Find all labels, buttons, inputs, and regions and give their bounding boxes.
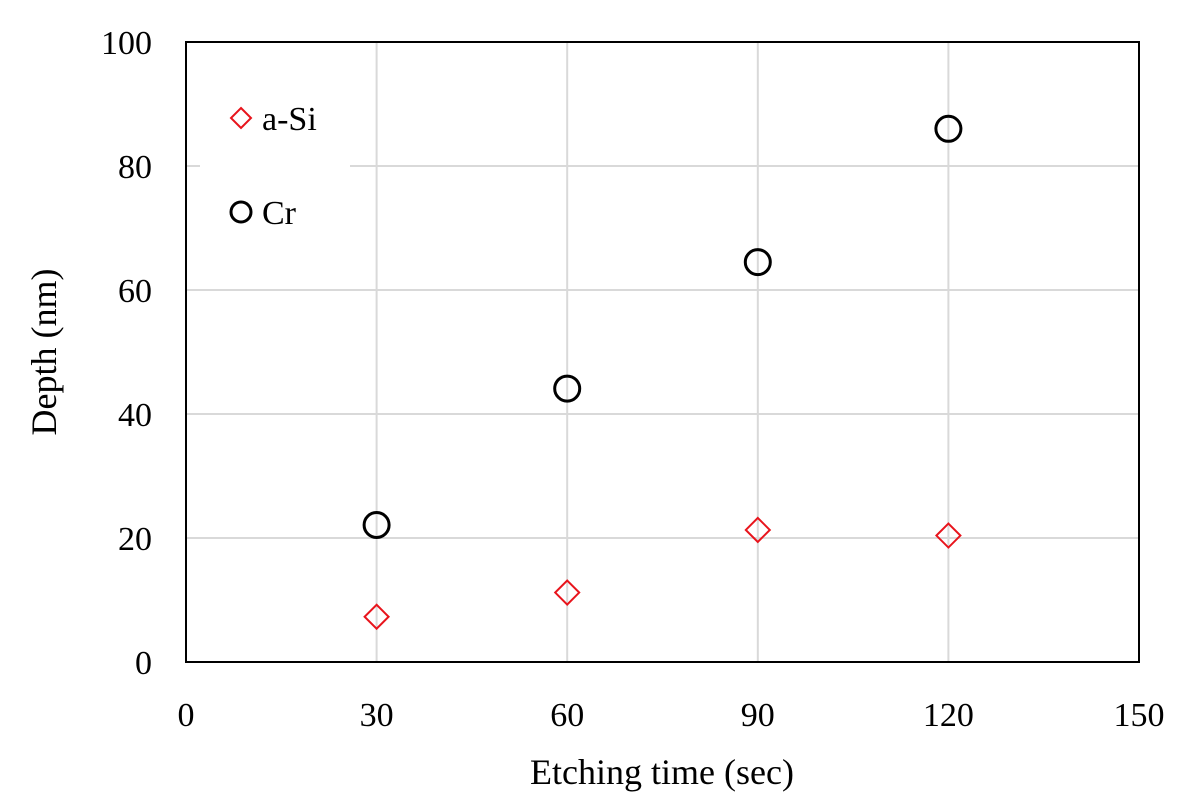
x-tick-label-2: 60 [550, 697, 584, 734]
point-cr-1 [553, 374, 582, 403]
point-a-si-3 [934, 522, 962, 549]
x-tick-label-0: 0 [178, 697, 195, 734]
point-cr-0 [362, 510, 391, 539]
y-tick-label-1: 20 [118, 521, 152, 558]
point-a-si-0 [363, 603, 391, 631]
x-tick-labels: 0 30 60 90 120 150 [178, 697, 1165, 734]
grid-lines [186, 42, 1139, 662]
data-points [362, 114, 963, 631]
legend-label-cr: Cr [262, 195, 297, 232]
x-tick-label-4: 120 [923, 697, 974, 734]
x-tick-label-5: 150 [1114, 697, 1165, 734]
point-a-si-2 [744, 516, 772, 544]
legend-background [200, 90, 350, 240]
point-cr-3 [934, 114, 963, 143]
point-cr-2 [743, 248, 772, 277]
legend-label-a-si: a-Si [262, 101, 317, 138]
x-tick-label-3: 90 [741, 697, 775, 734]
legend-circle-marker [229, 200, 253, 224]
y-tick-label-2: 40 [118, 397, 152, 434]
legend: a-Si Cr [229, 101, 317, 232]
y-tick-label-3: 60 [118, 273, 152, 310]
legend-item-cr: Cr [229, 195, 297, 232]
y-tick-labels: 0 20 40 60 80 100 [101, 25, 152, 682]
y-tick-label-4: 80 [118, 149, 152, 186]
point-a-si-1 [553, 579, 581, 606]
plot-frame [185, 41, 1140, 663]
legend-diamond-marker [229, 106, 253, 130]
legend-item-a-si: a-Si [229, 101, 317, 138]
x-tick-label-1: 30 [360, 697, 394, 734]
y-axis-title: Depth (nm) [24, 269, 64, 436]
x-axis-title: Etching time (sec) [530, 752, 794, 792]
y-tick-label-5: 100 [101, 25, 152, 62]
y-tick-label-0: 0 [135, 645, 152, 682]
